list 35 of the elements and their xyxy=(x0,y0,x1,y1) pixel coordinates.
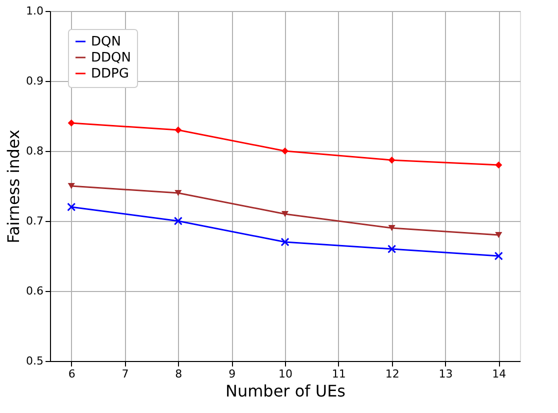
legend-label: DDQN xyxy=(91,50,131,66)
point xyxy=(174,190,182,196)
legend-label: DDPG xyxy=(91,66,129,82)
x-tick-label: 11 xyxy=(332,368,346,380)
point xyxy=(67,202,76,212)
x-tick-label: 7 xyxy=(122,368,129,380)
point xyxy=(388,224,396,232)
y-axis-title: Fairness index xyxy=(4,130,24,244)
point xyxy=(495,161,502,169)
x-tick-label: 10 xyxy=(278,368,292,380)
point xyxy=(174,126,182,134)
point xyxy=(495,232,502,238)
point xyxy=(281,147,289,155)
x-axis-title: Number of UEs xyxy=(225,382,346,400)
y-tick-label: 0.5 xyxy=(26,354,44,368)
x-tick-label: 6 xyxy=(68,368,76,380)
point xyxy=(280,238,290,246)
y-tick-label: 0.8 xyxy=(26,144,44,158)
point xyxy=(68,182,75,190)
x-tick-label: 8 xyxy=(175,368,182,380)
point xyxy=(494,252,503,260)
y-tick-label: 0.6 xyxy=(26,284,44,298)
y-tick-label: 0.7 xyxy=(26,214,44,228)
legend-label: DQN xyxy=(91,34,121,50)
point xyxy=(388,244,396,254)
x-tick-label: 12 xyxy=(385,368,400,380)
point xyxy=(388,156,396,164)
y-tick-label: 1.0 xyxy=(26,4,44,18)
x-tick-label: 13 xyxy=(438,368,453,380)
y-tick-label: 0.9 xyxy=(26,74,44,88)
point xyxy=(174,216,182,226)
point xyxy=(68,119,75,127)
x-tick-label: 9 xyxy=(228,368,236,380)
point xyxy=(281,210,289,218)
x-tick-label: 14 xyxy=(492,368,506,380)
